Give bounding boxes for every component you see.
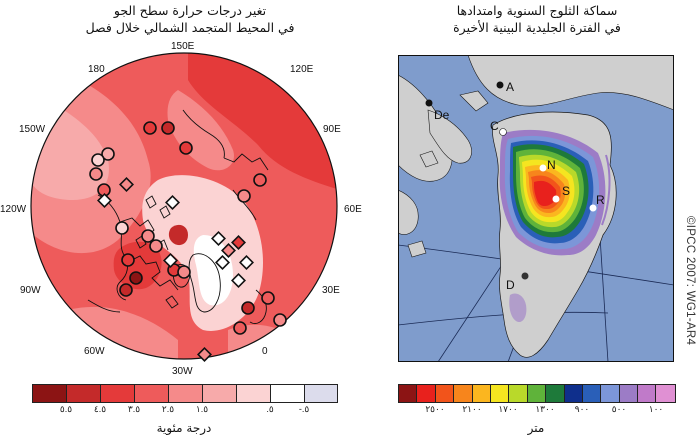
temp-swatch-1 bbox=[33, 385, 67, 402]
site-dot-s bbox=[552, 195, 560, 203]
ice-sheet bbox=[499, 129, 606, 256]
temp-swatch-3 bbox=[101, 385, 135, 402]
arctic-temperature-map bbox=[30, 52, 338, 362]
site-dot-a bbox=[496, 81, 504, 89]
site-dot-de bbox=[425, 99, 433, 107]
ice-swatch-6 bbox=[490, 385, 510, 402]
land-north bbox=[398, 55, 674, 258]
temp-swatch-8 bbox=[271, 385, 305, 402]
temp-swatch-7 bbox=[237, 385, 271, 402]
site-markers bbox=[425, 81, 597, 280]
ipcc-credit: ©IPCC 2007: WG1-AR4 bbox=[684, 216, 696, 346]
hot-spot bbox=[168, 224, 188, 246]
ice-tick-1: ٢٥٠٠ bbox=[425, 404, 445, 414]
temp-swatch-4 bbox=[135, 385, 169, 402]
temp-tick-7: -.٥ bbox=[298, 404, 310, 414]
ice-swatch-4 bbox=[454, 385, 473, 402]
ice-swatch-13 bbox=[619, 385, 639, 402]
left-title-line1: تغير درجات حرارة سطح الجو bbox=[113, 3, 267, 18]
ice-tick-6: ٥٠٠ bbox=[611, 404, 627, 414]
station-circles bbox=[89, 121, 287, 335]
ice-swatch-2 bbox=[417, 385, 436, 402]
ice-legend-ticks: ٢٥٠٠ ٢١٠٠ ١٧٠٠ ١٣٠٠ ٩٠٠ ٥٠٠ ١٠٠ bbox=[398, 404, 674, 416]
ice-swatch-9 bbox=[546, 385, 565, 402]
ice-swatch-14 bbox=[638, 385, 657, 402]
ice-swatch-7 bbox=[509, 385, 528, 402]
station-diamonds bbox=[97, 177, 254, 362]
ice-tick-5: ٩٠٠ bbox=[574, 404, 590, 414]
site-label-r: R bbox=[596, 193, 605, 207]
ice-tick-4: ١٣٠٠ bbox=[535, 404, 555, 414]
lon-label-30e: 30E bbox=[322, 285, 340, 296]
map-frame bbox=[398, 55, 674, 362]
site-label-n: N bbox=[547, 158, 556, 172]
temperature-legend-ticks: ٥.٥ ٤.٥ ٣.٥ ٢.٥ ١.٥ .٥ -.٥ bbox=[32, 404, 336, 416]
lon-label-90e: 90E bbox=[323, 124, 341, 135]
east-fringe bbox=[601, 154, 611, 226]
temp-swatch-2 bbox=[67, 385, 101, 402]
ice-tick-3: ١٧٠٠ bbox=[498, 404, 518, 414]
temp-swatch-5 bbox=[169, 385, 203, 402]
ice-swatch-1 bbox=[399, 385, 418, 402]
ice-tick-7: ١٠٠ bbox=[648, 404, 664, 414]
lon-label-60w: 60W bbox=[84, 346, 105, 357]
right-title-line2: في الفترة الجليدية البينية الأخيرة bbox=[453, 20, 621, 35]
temp-tick-5: ١.٥ bbox=[195, 404, 209, 414]
ice-tick-2: ٢١٠٠ bbox=[462, 404, 482, 414]
site-label-c: C bbox=[490, 119, 499, 133]
lon-label-30w: 30W bbox=[172, 366, 193, 377]
ice-thickness-legend-bar bbox=[398, 384, 676, 403]
temp-tick-3: ٣.٥ bbox=[127, 404, 141, 414]
greenland-ice-map bbox=[398, 55, 674, 362]
lon-label-120e: 120E bbox=[290, 64, 314, 75]
lon-label-90w: 90W bbox=[20, 285, 41, 296]
site-dot-n bbox=[539, 164, 547, 172]
coastlines bbox=[87, 109, 269, 324]
south-ice-remnant bbox=[509, 293, 527, 323]
right-title: سماكة الثلوج السنوية وامتدادها في الفترة… bbox=[400, 2, 674, 36]
temperature-unit: درجة مئوية bbox=[156, 421, 212, 435]
site-dot-c bbox=[499, 128, 507, 136]
temp-tick-2: ٤.٥ bbox=[93, 404, 107, 414]
lon-label-120w: 120W bbox=[0, 204, 27, 215]
right-title-line1: سماكة الثلوج السنوية وامتدادها bbox=[456, 3, 618, 18]
site-label-a: A bbox=[506, 80, 515, 94]
ice-swatch-3 bbox=[435, 385, 455, 402]
site-dot-r bbox=[589, 204, 597, 212]
light-zone-northeast bbox=[167, 90, 234, 171]
temp-tick-6: .٥ bbox=[266, 404, 274, 414]
site-label-d: D bbox=[506, 278, 515, 292]
ice-swatch-5 bbox=[472, 385, 491, 402]
ice-swatch-11 bbox=[582, 385, 602, 402]
site-dot-d bbox=[521, 272, 529, 280]
temp-tick-4: ٢.٥ bbox=[161, 404, 175, 414]
lon-label-150w: 150W bbox=[19, 124, 46, 135]
ice-unit: متر bbox=[527, 421, 545, 435]
lon-label-150e: 150E bbox=[171, 41, 195, 52]
ice-swatch-12 bbox=[601, 385, 620, 402]
left-title: تغير درجات حرارة سطح الجو في المحيط المت… bbox=[40, 2, 340, 36]
left-title-line2: في المحيط المتجمد الشمالي خلال فصل bbox=[85, 20, 295, 35]
site-label-s: S bbox=[562, 184, 571, 198]
lon-label-60e: 60E bbox=[344, 204, 362, 215]
warm-zone-canada bbox=[113, 241, 162, 290]
ice-swatch-15 bbox=[656, 385, 675, 402]
lon-label-0: 0 bbox=[262, 346, 268, 357]
temp-swatch-9 bbox=[305, 385, 337, 402]
ice-swatch-8 bbox=[527, 385, 547, 402]
temp-tick-1: ٥.٥ bbox=[59, 404, 73, 414]
lon-label-180: 180 bbox=[88, 64, 105, 75]
map-disc-border bbox=[30, 52, 338, 360]
site-label-de: De bbox=[434, 108, 450, 122]
ice-swatch-10 bbox=[564, 385, 583, 402]
temp-swatch-6 bbox=[203, 385, 237, 402]
temperature-legend-bar bbox=[32, 384, 338, 403]
